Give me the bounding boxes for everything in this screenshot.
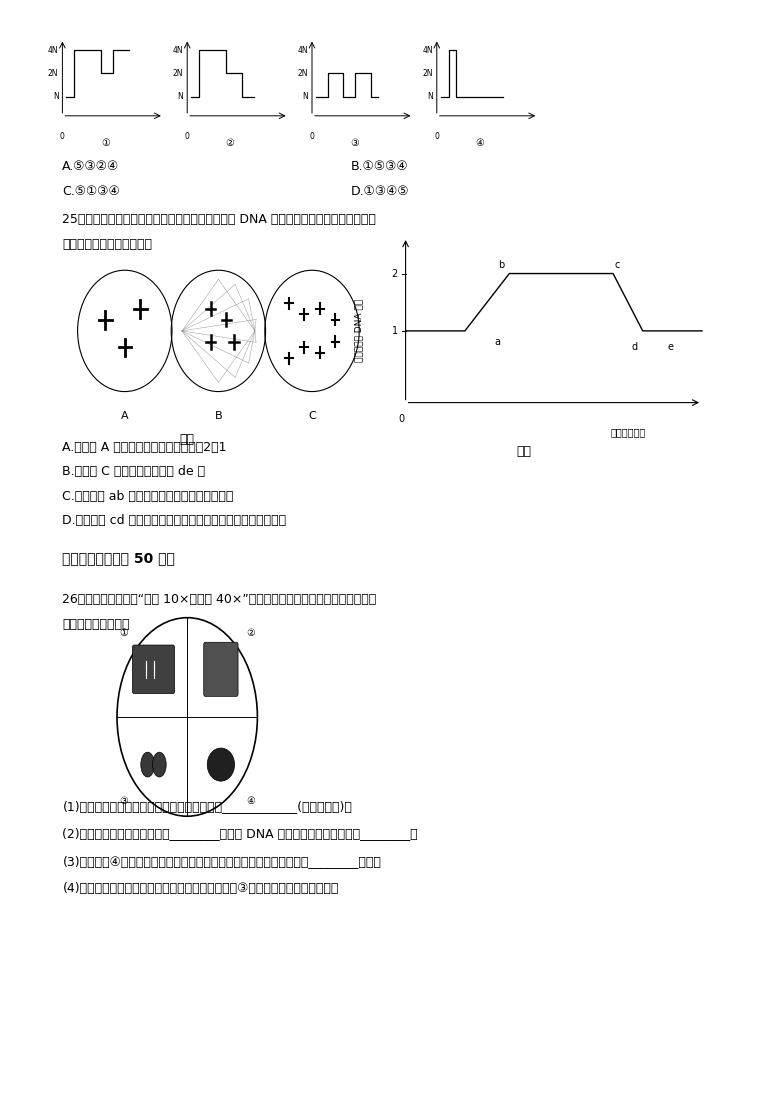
Text: 2N: 2N [298, 68, 308, 78]
Text: ②: ② [246, 628, 255, 638]
Text: 4N: 4N [422, 45, 433, 55]
Text: C: C [308, 411, 316, 421]
Text: N: N [303, 92, 308, 101]
Text: b: b [498, 259, 505, 270]
Ellipse shape [207, 748, 235, 781]
Text: 1: 1 [392, 325, 398, 336]
Text: ①: ① [101, 138, 110, 148]
Text: 裂图像，据图回答：: 裂图像，据图回答： [62, 618, 130, 631]
Text: ①: ① [119, 628, 129, 638]
Text: C.⑤①③④: C.⑤①③④ [62, 185, 120, 199]
Text: 4N: 4N [172, 45, 183, 55]
Text: e: e [668, 342, 673, 353]
Text: 0: 0 [434, 132, 439, 141]
Text: 0: 0 [399, 414, 405, 424]
Text: ④: ④ [246, 796, 255, 806]
Text: B: B [215, 411, 222, 421]
Text: 26、如图是某同学在“目镜 10×，物镜 40×”的显微镜下看到的洋葱根尖细胞有丝分: 26、如图是某同学在“目镜 10×，物镜 40×”的显微镜下看到的洋葱根尖细胞有… [62, 593, 377, 607]
Text: a: a [495, 336, 501, 347]
Text: D.图乙中的 cd 段发生变化的原因是一个细胞分裂为两个子细胞: D.图乙中的 cd 段发生变化的原因是一个细胞分裂为两个子细胞 [62, 514, 286, 527]
Text: 二、非选择题（共 50 分）: 二、非选择题（共 50 分） [62, 552, 176, 566]
Text: 2N: 2N [48, 68, 58, 78]
Text: N: N [53, 92, 58, 101]
Text: d: d [632, 342, 638, 353]
Text: C.图乙中的 ab 段发生变化的原因是着丝点分裂: C.图乙中的 ab 段发生变化的原因是着丝点分裂 [62, 490, 234, 503]
Text: D.①③④⑤: D.①③④⑤ [351, 185, 410, 199]
Text: 图乙: 图乙 [516, 445, 532, 458]
Text: 0: 0 [60, 132, 65, 141]
Text: A.图甲中 A 图染色体与染色单体的比为2：1: A.图甲中 A 图染色体与染色单体的比为2：1 [62, 441, 227, 454]
Text: ③: ③ [350, 138, 360, 148]
Text: B.图甲中 C 图对应于图乙中的 de 段: B.图甲中 C 图对应于图乙中的 de 段 [62, 465, 205, 479]
Ellipse shape [153, 752, 166, 777]
Text: 0: 0 [185, 132, 190, 141]
Text: 图甲: 图甲 [179, 433, 195, 447]
Text: 2: 2 [392, 268, 398, 279]
Text: ④: ④ [475, 138, 484, 148]
Text: 每条染色体 DNA 含量: 每条染色体 DNA 含量 [354, 299, 363, 363]
Text: A.⑤③②④: A.⑤③②④ [62, 160, 119, 173]
Text: (4)在观察细胞有丝分裂的实验中，你能否看到图像③慢慢地进入下一个分裂期？: (4)在观察细胞有丝分裂的实验中，你能否看到图像③慢慢地进入下一个分裂期？ [62, 882, 339, 896]
Text: 4N: 4N [48, 45, 58, 55]
Text: ②: ② [225, 138, 235, 148]
Text: 4N: 4N [297, 45, 308, 55]
Text: 2N: 2N [173, 68, 183, 78]
Text: (2)处于有丝分裂后期的图像是________。完成 DNA 数目加倍的时期是［　］________。: (2)处于有丝分裂后期的图像是________。完成 DNA 数目加倍的时期是［… [62, 827, 418, 840]
Text: 2N: 2N [423, 68, 433, 78]
Text: N: N [178, 92, 183, 101]
Text: c: c [615, 259, 619, 270]
Text: (1)将视野中的图像按有丝分裂的顺序进行排列____________(用数字表示)。: (1)将视野中的图像按有丝分裂的顺序进行排列____________(用数字表示… [62, 800, 353, 813]
Text: 0: 0 [310, 132, 314, 141]
Text: A: A [121, 411, 129, 421]
Text: ③: ③ [119, 796, 129, 806]
Text: 25、下图甲为细胞分裂的模式图，图乙为染色体上 DNA 含量随细胞分裂时期的变化图，: 25、下图甲为细胞分裂的模式图，图乙为染色体上 DNA 含量随细胞分裂时期的变化… [62, 213, 376, 226]
FancyBboxPatch shape [133, 645, 175, 694]
Text: B.①⑤③④: B.①⑤③④ [351, 160, 409, 173]
Text: 细胞分裂时期: 细胞分裂时期 [610, 427, 646, 437]
Text: N: N [427, 92, 433, 101]
Text: (3)欲将图中④所指的细胞移到视野的中央进行观察，则裂片应向视野的________移动。: (3)欲将图中④所指的细胞移到视野的中央进行观察，则裂片应向视野的_______… [62, 855, 381, 868]
FancyBboxPatch shape [204, 642, 238, 696]
Ellipse shape [141, 752, 154, 777]
Text: 下列说法正确的是（　　）: 下列说法正确的是（ ） [62, 238, 152, 251]
